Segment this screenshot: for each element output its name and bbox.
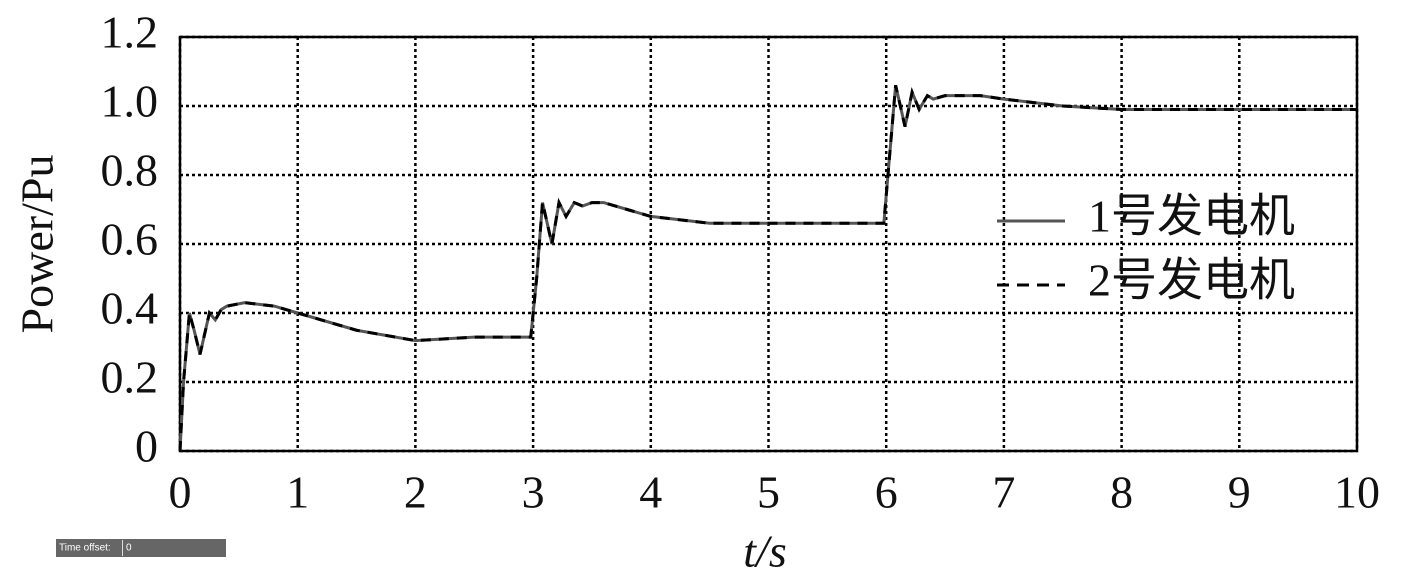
time-offset-label: Time offset: (59, 543, 111, 554)
y-tick-label: 0 (135, 421, 158, 472)
time-offset-box (56, 539, 226, 557)
y-tick-label: 0.2 (101, 352, 159, 403)
legend-label: 2号发电机 (1088, 255, 1295, 306)
x-tick-label: 3 (522, 467, 545, 518)
plot-frame (178, 35, 1359, 453)
x-tick-label: 9 (1228, 467, 1251, 518)
y-tick-label: 0.6 (101, 214, 159, 265)
x-tick-label: 8 (1110, 467, 1133, 518)
y-tick-label: 1.0 (101, 76, 159, 127)
series-line (178, 84, 1357, 452)
x-tick-label: 0 (169, 467, 192, 518)
time-offset-value[interactable]: 0 (126, 543, 132, 554)
x-tick-label: 6 (875, 467, 898, 518)
y-axis-label: Power/Pu (12, 155, 63, 334)
legend-label: 1号发电机 (1088, 191, 1295, 242)
x-tick-label: 1 (286, 467, 309, 518)
x-tick-label: 4 (639, 467, 662, 518)
separator (122, 540, 123, 556)
x-tick-label: 2 (404, 467, 427, 518)
x-axis-label: t/s (743, 526, 786, 577)
y-tick-label: 1.2 (101, 7, 159, 58)
y-tick-label: 0.4 (101, 283, 159, 334)
x-tick-label: 7 (992, 467, 1015, 518)
y-tick-label: 0.8 (101, 145, 159, 196)
x-tick-label: 10 (1334, 467, 1380, 518)
x-tick-label: 5 (757, 467, 780, 518)
